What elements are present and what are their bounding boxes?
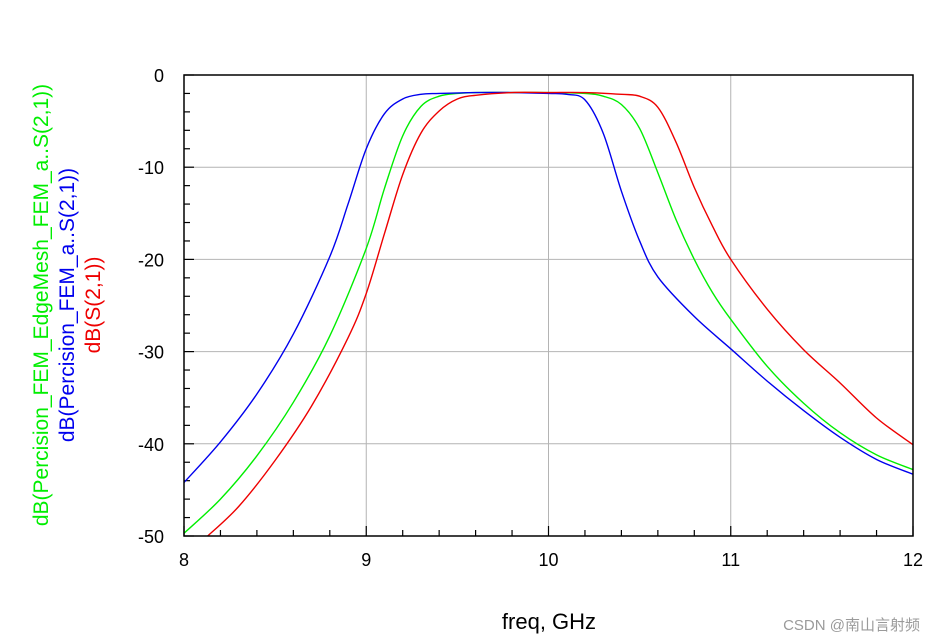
x-tick-label: 8 <box>179 550 189 570</box>
x-tick-labels: 8 9 10 11 12 <box>179 550 923 570</box>
y-axis-title: dB(Percision_FEM_EdgeMesh_FEM_a..S(2,1))… <box>30 84 105 526</box>
watermark: CSDN @南山言射频 <box>783 617 920 634</box>
y-tick-label: -20 <box>138 250 164 270</box>
x-tick-label: 11 <box>721 550 740 570</box>
x-tick-label: 12 <box>903 550 923 570</box>
series-line-2 <box>184 91 913 483</box>
y-tick-label: 0 <box>154 66 164 86</box>
y-tick-label: -50 <box>138 527 164 547</box>
y-axis-series-label: dB(Percision_FEM_a..S(2,1)) <box>56 168 79 442</box>
y-tick-label: -10 <box>138 158 164 178</box>
y-axis-series-label: dB(Percision_FEM_EdgeMesh_FEM_a..S(2,1)) <box>30 84 53 526</box>
y-axis-series-label: dB(S(2,1)) <box>82 257 105 354</box>
series-layer <box>184 91 913 536</box>
grid <box>184 75 913 536</box>
x-tick-label: 10 <box>538 550 558 570</box>
y-tick-label: -40 <box>138 435 164 455</box>
plot-frame <box>183 74 914 537</box>
series-line-3 <box>207 91 913 536</box>
x-tick-label: 9 <box>361 550 371 570</box>
y-tick-labels: 0 -10 -20 -30 -40 -50 <box>138 66 164 547</box>
y-tick-label: -30 <box>138 343 164 363</box>
minor-ticks <box>183 74 914 537</box>
x-axis-title: freq, GHz <box>502 609 596 634</box>
